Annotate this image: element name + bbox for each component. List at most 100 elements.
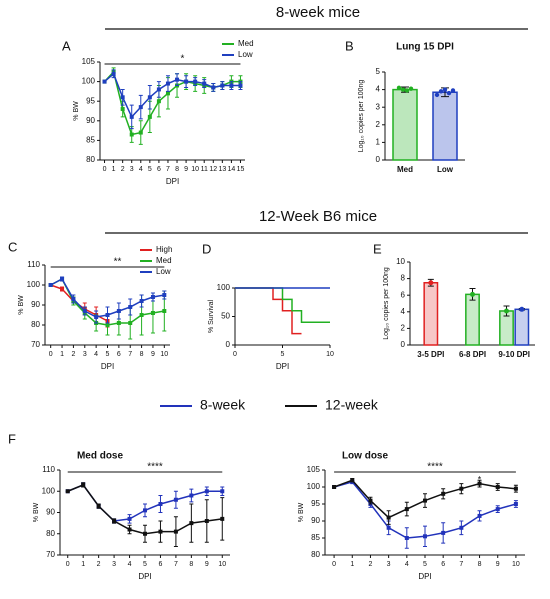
point [139, 313, 144, 317]
x-tick-label: 0 [66, 561, 70, 568]
x-tick-label: 4 [128, 561, 132, 568]
y-tick-label: 70 [31, 340, 40, 349]
x-axis-label: DPI [276, 362, 289, 371]
point [111, 71, 116, 76]
x-tick-label: 3 [130, 166, 134, 173]
panel-letter: F [8, 431, 16, 446]
y-axis-label: % BW [33, 502, 40, 522]
chart-title: Lung 15 DPI [396, 42, 454, 53]
point [128, 305, 133, 309]
x-tick-label: 10 [191, 166, 199, 173]
x-tick-label: 6-8 DPI [459, 350, 486, 359]
y-axis-label: % Survival [208, 300, 215, 334]
x-tick-label: 6 [117, 351, 121, 358]
point [48, 283, 53, 287]
data-point [400, 87, 406, 92]
point [129, 132, 134, 137]
x-tick-label: 9 [184, 166, 188, 173]
point [128, 321, 133, 325]
data-point [404, 88, 410, 93]
mean-point [428, 280, 434, 286]
y-tick-label: 90 [31, 300, 40, 309]
point [193, 79, 198, 84]
legend-label: Low [156, 267, 171, 276]
point [127, 527, 132, 532]
x-tick-label: 7 [459, 561, 463, 568]
y-tick-label: 105 [82, 57, 96, 66]
point [143, 531, 147, 536]
series-line [50, 284, 108, 322]
x-tick-label: 3 [112, 561, 116, 568]
y-tick-label: 80 [311, 550, 320, 559]
point [60, 277, 65, 281]
point [158, 529, 163, 534]
y-tick-label: 2 [376, 120, 381, 129]
mean-point [504, 308, 509, 314]
x-tick-label: 7 [128, 351, 132, 358]
legend-label: High [156, 245, 172, 254]
y-tick-label: 0 [376, 155, 381, 164]
significance: **** [147, 462, 163, 473]
point [368, 498, 373, 503]
chart-title: Low dose [342, 451, 389, 462]
point [156, 99, 161, 104]
y-axis-label: % BW [73, 101, 80, 121]
point [162, 293, 167, 297]
x-tick-label: 0 [233, 351, 237, 358]
data-point [438, 89, 444, 94]
x-tick-label: 8 [189, 561, 193, 568]
point [116, 309, 121, 313]
x-tick-label: 4 [139, 166, 143, 173]
x-tick-label: 15 [237, 166, 245, 173]
x-tick-label: 12 [209, 166, 217, 173]
section-header: 8-week mice [276, 4, 360, 21]
legend-label: Med [156, 256, 172, 265]
bar [423, 282, 439, 346]
point [423, 534, 427, 539]
x-tick-label: 2 [71, 351, 75, 358]
x-tick-label: 6 [159, 561, 163, 568]
series-line [104, 72, 241, 119]
point [184, 79, 189, 84]
point [112, 519, 117, 523]
data-point [446, 90, 452, 96]
x-tick-label: 0 [103, 166, 107, 173]
point [143, 508, 147, 513]
x-tick-label: 7 [166, 166, 170, 173]
x-tick-label: 2 [121, 166, 125, 173]
x-tick-label: 13 [218, 166, 226, 173]
x-tick-label: 9 [496, 561, 500, 568]
point [513, 502, 518, 506]
point [102, 79, 107, 84]
point [386, 525, 391, 530]
significance: **** [427, 462, 443, 473]
mean-point [519, 306, 525, 312]
point [477, 513, 482, 518]
y-tick-label: 90 [86, 116, 95, 125]
x-tick-label: 5 [148, 166, 152, 173]
x-tick-label: 3 [387, 561, 391, 568]
y-tick-label: 80 [86, 155, 95, 164]
point [441, 530, 446, 535]
point [173, 497, 178, 502]
y-tick-label: 8 [401, 274, 406, 283]
point [204, 489, 209, 494]
x-tick-label: 5 [281, 351, 285, 358]
y-axis-label: Log₁₀ copies per 100ng [383, 267, 390, 340]
point [220, 489, 225, 494]
y-tick-label: 10 [396, 257, 405, 266]
y-tick-label: 110 [42, 465, 55, 474]
y-tick-label: 0 [226, 340, 231, 349]
point [238, 83, 243, 88]
x-tick-label: 3-5 DPI [417, 350, 444, 359]
x-axis-label: DPI [101, 362, 114, 371]
y-axis-label: % BW [18, 295, 25, 315]
panel-letter: D [202, 241, 211, 256]
y-tick-label: 2 [401, 324, 406, 333]
point [495, 507, 500, 512]
data-point [434, 92, 440, 98]
point [495, 485, 500, 489]
y-tick-label: 100 [217, 283, 231, 292]
point [211, 85, 216, 90]
